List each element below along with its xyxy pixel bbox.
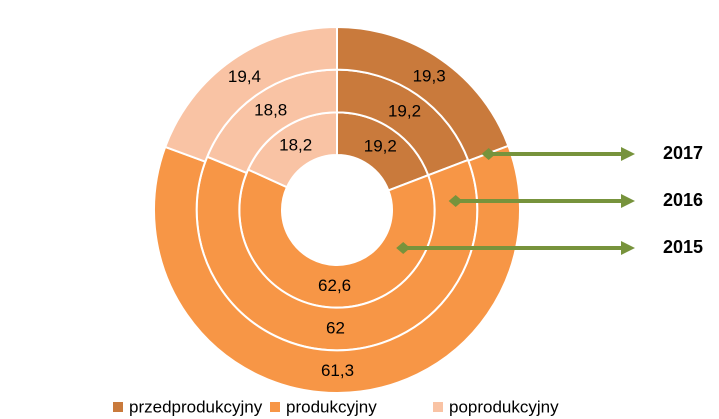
legend-label: produkcyjny xyxy=(286,397,377,416)
legend-swatch xyxy=(270,402,280,412)
data-label: 19,2 xyxy=(364,137,397,156)
data-label: 19,2 xyxy=(388,101,421,120)
annotation-label: 2015 xyxy=(663,237,703,257)
donut-segment xyxy=(153,144,521,394)
arrow-diamond xyxy=(396,242,411,254)
annotation-label: 2016 xyxy=(663,190,703,210)
data-label: 19,4 xyxy=(228,67,261,86)
data-label: 62,6 xyxy=(318,276,351,295)
arrow-diamond xyxy=(448,195,463,207)
legend-swatch xyxy=(433,402,443,412)
arrow-head xyxy=(621,241,635,255)
legend-swatch xyxy=(113,402,123,412)
arrow-diamond xyxy=(481,148,496,160)
arrow-head xyxy=(621,147,635,161)
data-label: 61,3 xyxy=(321,361,354,380)
annotation-label: 2017 xyxy=(663,143,703,163)
arrow-head xyxy=(621,194,635,208)
data-label: 19,3 xyxy=(413,67,446,86)
data-label: 18,2 xyxy=(279,135,312,154)
donut-segment xyxy=(163,25,338,163)
data-label: 62 xyxy=(326,318,345,337)
legend-label: przedprodukcyjny xyxy=(129,397,263,416)
legend-label: poprodukcyjny xyxy=(449,397,559,416)
data-label: 18,8 xyxy=(254,101,287,120)
